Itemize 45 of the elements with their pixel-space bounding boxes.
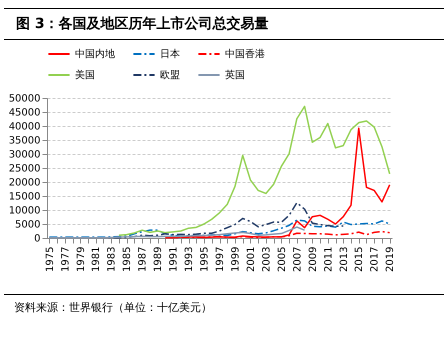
y-tick-label: 10000 xyxy=(8,206,40,216)
x-tick-label: 2011 xyxy=(323,246,334,272)
x-tick-label: 1989 xyxy=(153,246,164,272)
line-series xyxy=(48,219,390,238)
x-tick-label: 1997 xyxy=(215,246,226,272)
x-tick-label: 1983 xyxy=(106,246,118,272)
line-series xyxy=(48,226,306,238)
line-series xyxy=(118,106,390,236)
x-tick-label: 2013 xyxy=(338,246,350,272)
y-tick-label: 35000 xyxy=(8,136,40,146)
y-tick-label: 25000 xyxy=(8,164,40,174)
x-tick-label: 1975 xyxy=(44,246,56,272)
y-tick-label: 50000 xyxy=(8,94,40,104)
x-tick-label: 2017 xyxy=(370,246,381,272)
x-tick-label: 1991 xyxy=(168,246,180,272)
x-tick-label: 2003 xyxy=(261,246,272,272)
x-tick-label: 2005 xyxy=(276,246,288,272)
x-tick-label: 1999 xyxy=(230,246,242,272)
x-tick-label: 1993 xyxy=(184,246,196,272)
x-tick-label: 2015 xyxy=(354,246,366,272)
x-tick-label: 2001 xyxy=(246,246,257,272)
y-tick-label: 45000 xyxy=(8,108,40,118)
y-tick-label: 30000 xyxy=(8,150,40,160)
y-tick-label: 0 xyxy=(34,234,40,244)
legend-label: 中国内地 xyxy=(75,48,115,60)
legend-label: 日本 xyxy=(160,48,180,60)
x-tick-label: 1981 xyxy=(91,246,102,272)
legend-label: 美国 xyxy=(75,69,95,81)
chart-title: 图 3：各国及地区历年上市公司总交易量 xyxy=(4,8,444,40)
y-tick-label: 20000 xyxy=(8,178,40,188)
y-tick-label: 15000 xyxy=(8,192,40,202)
x-tick-label: 2007 xyxy=(292,246,304,272)
x-tick-label: 2019 xyxy=(385,246,396,272)
legend-label: 英国 xyxy=(225,69,245,81)
y-tick-label: 40000 xyxy=(8,122,40,132)
y-tick-label: 5000 xyxy=(15,220,40,230)
x-tick-label: 1985 xyxy=(122,246,134,272)
x-tick-label: 1987 xyxy=(138,246,149,272)
text: 资料来源：世界银行（单位：十亿美元） xyxy=(4,294,444,320)
x-tick-label: 1977 xyxy=(60,246,72,272)
x-tick-label: 1979 xyxy=(76,246,87,272)
legend-label: 中国香港 xyxy=(225,48,265,60)
legend-label: 欧盟 xyxy=(160,69,180,81)
x-tick-label: 1995 xyxy=(200,246,211,272)
x-tick-label: 2009 xyxy=(308,246,319,272)
